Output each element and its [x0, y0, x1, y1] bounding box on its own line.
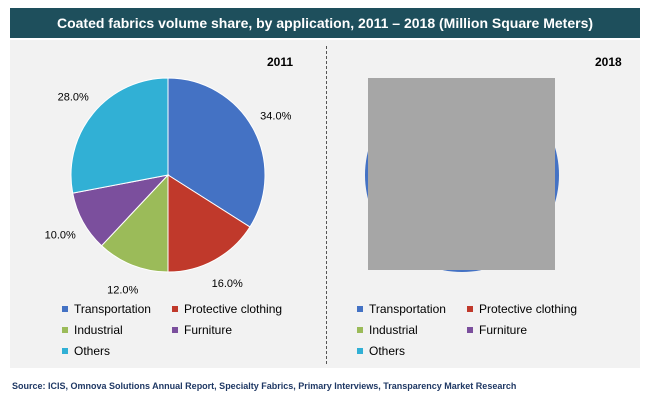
legend-item-protective-clothing: Protective clothing [172, 302, 282, 316]
pie-slice-others [70, 77, 169, 194]
data-label-furniture: 10.0% [45, 229, 76, 241]
legend-item-transportation: Transportation [357, 302, 446, 316]
data-label-industrial: 12.0% [107, 284, 138, 296]
year-label-2018: 2018 [595, 55, 622, 69]
pie-slice-protective-clothing [167, 174, 251, 273]
legend-swatch [62, 327, 68, 333]
legend-label: Transportation [369, 302, 446, 316]
legend-item-transportation: Transportation [62, 302, 151, 316]
legend-swatch [357, 348, 363, 354]
legend-label: Furniture [479, 323, 528, 337]
legend-item-others: Others [62, 344, 110, 358]
legend-item-industrial: Industrial [62, 323, 123, 337]
legend-label: Protective clothing [479, 302, 578, 316]
legend-item-industrial: Industrial [357, 323, 418, 337]
legend-label: Furniture [184, 323, 233, 337]
data-label-others: 28.0% [58, 92, 89, 104]
pie-slice-industrial [100, 173, 169, 273]
pie-slice-transportation [167, 77, 266, 228]
legend-label: Protective clothing [184, 302, 283, 316]
legend-item-protective-clothing: Protective clothing [467, 302, 577, 316]
panel-divider [326, 46, 327, 364]
legend-item-furniture: Furniture [467, 323, 527, 337]
data-label-protective-clothing: 16.0% [212, 278, 243, 290]
legend-label: Industrial [369, 323, 418, 337]
legend-swatch [467, 327, 473, 333]
legend-swatch [172, 306, 178, 312]
legend-label: Others [74, 344, 111, 358]
source-note: Source: ICIS, Omnova Solutions Annual Re… [12, 381, 517, 391]
legend-item-furniture: Furniture [172, 323, 232, 337]
chart-title: Coated fabrics volume share, by applicat… [10, 8, 640, 38]
legend-label: Others [369, 344, 406, 358]
data-label-transportation: 34.0% [260, 111, 291, 123]
legend-label: Transportation [74, 302, 151, 316]
obscured-image-placeholder [368, 78, 555, 270]
legend-swatch [357, 306, 363, 312]
year-label-2011: 2011 [267, 55, 294, 69]
legend-swatch [172, 327, 178, 333]
legend-label: Industrial [74, 323, 123, 337]
legend-swatch [357, 327, 363, 333]
legend-swatch [62, 348, 68, 354]
legend-item-others: Others [357, 344, 405, 358]
legend-swatch [467, 306, 473, 312]
legend-swatch [62, 306, 68, 312]
